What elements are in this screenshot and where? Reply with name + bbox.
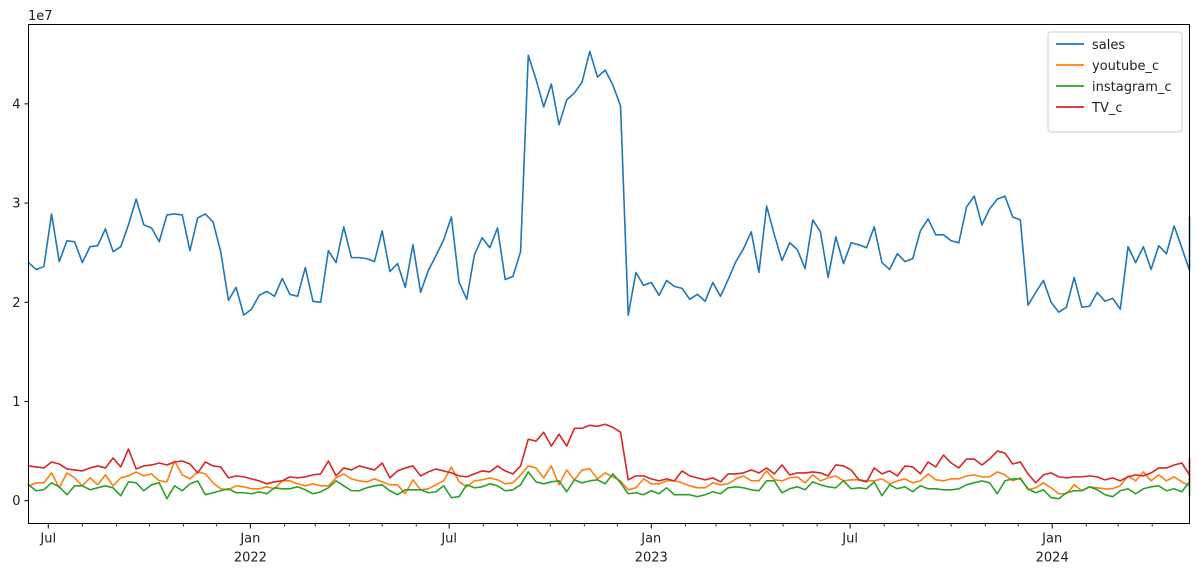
y-tick-label: 1 (12, 395, 20, 410)
legend: sales youtube_c instagram_c TV_c (1047, 31, 1183, 133)
x-tick-year-label: 2023 (635, 551, 668, 566)
series-line-instagram-c (27, 471, 1191, 500)
series-line-sales (27, 50, 1191, 316)
y-tick-label: 2 (12, 296, 20, 311)
y-tick-label: 0 (12, 494, 20, 509)
series-line-tv-c (27, 423, 1191, 485)
x-tick-label: Jan (239, 532, 260, 547)
x-tick-year-label: 2022 (234, 551, 267, 566)
legend-label: sales (1092, 38, 1125, 53)
x-tick-year-label: 2024 (1036, 551, 1069, 566)
x-tick-label: Jul (440, 532, 457, 547)
x-tick-label: Jan (1041, 532, 1062, 547)
y-offset-label: 1e7 (28, 9, 53, 24)
plot-frame (28, 24, 1190, 524)
y-tick-label: 4 (12, 97, 20, 112)
x-tick-label: Jul (841, 532, 858, 547)
x-tick-label: Jul (39, 532, 56, 547)
legend-label: instagram_c (1092, 80, 1172, 95)
x-axis: Jul Jan 2022 Jul Jan 2023 Jul Jan 2024 (39, 523, 1153, 566)
legend-label: TV_c (1091, 101, 1122, 116)
y-tick-label: 3 (12, 197, 20, 212)
legend-label: youtube_c (1092, 59, 1159, 74)
x-tick-label: Jan (640, 532, 661, 547)
y-axis: 0 1 2 3 4 (12, 97, 29, 509)
series-layer (27, 50, 1191, 500)
